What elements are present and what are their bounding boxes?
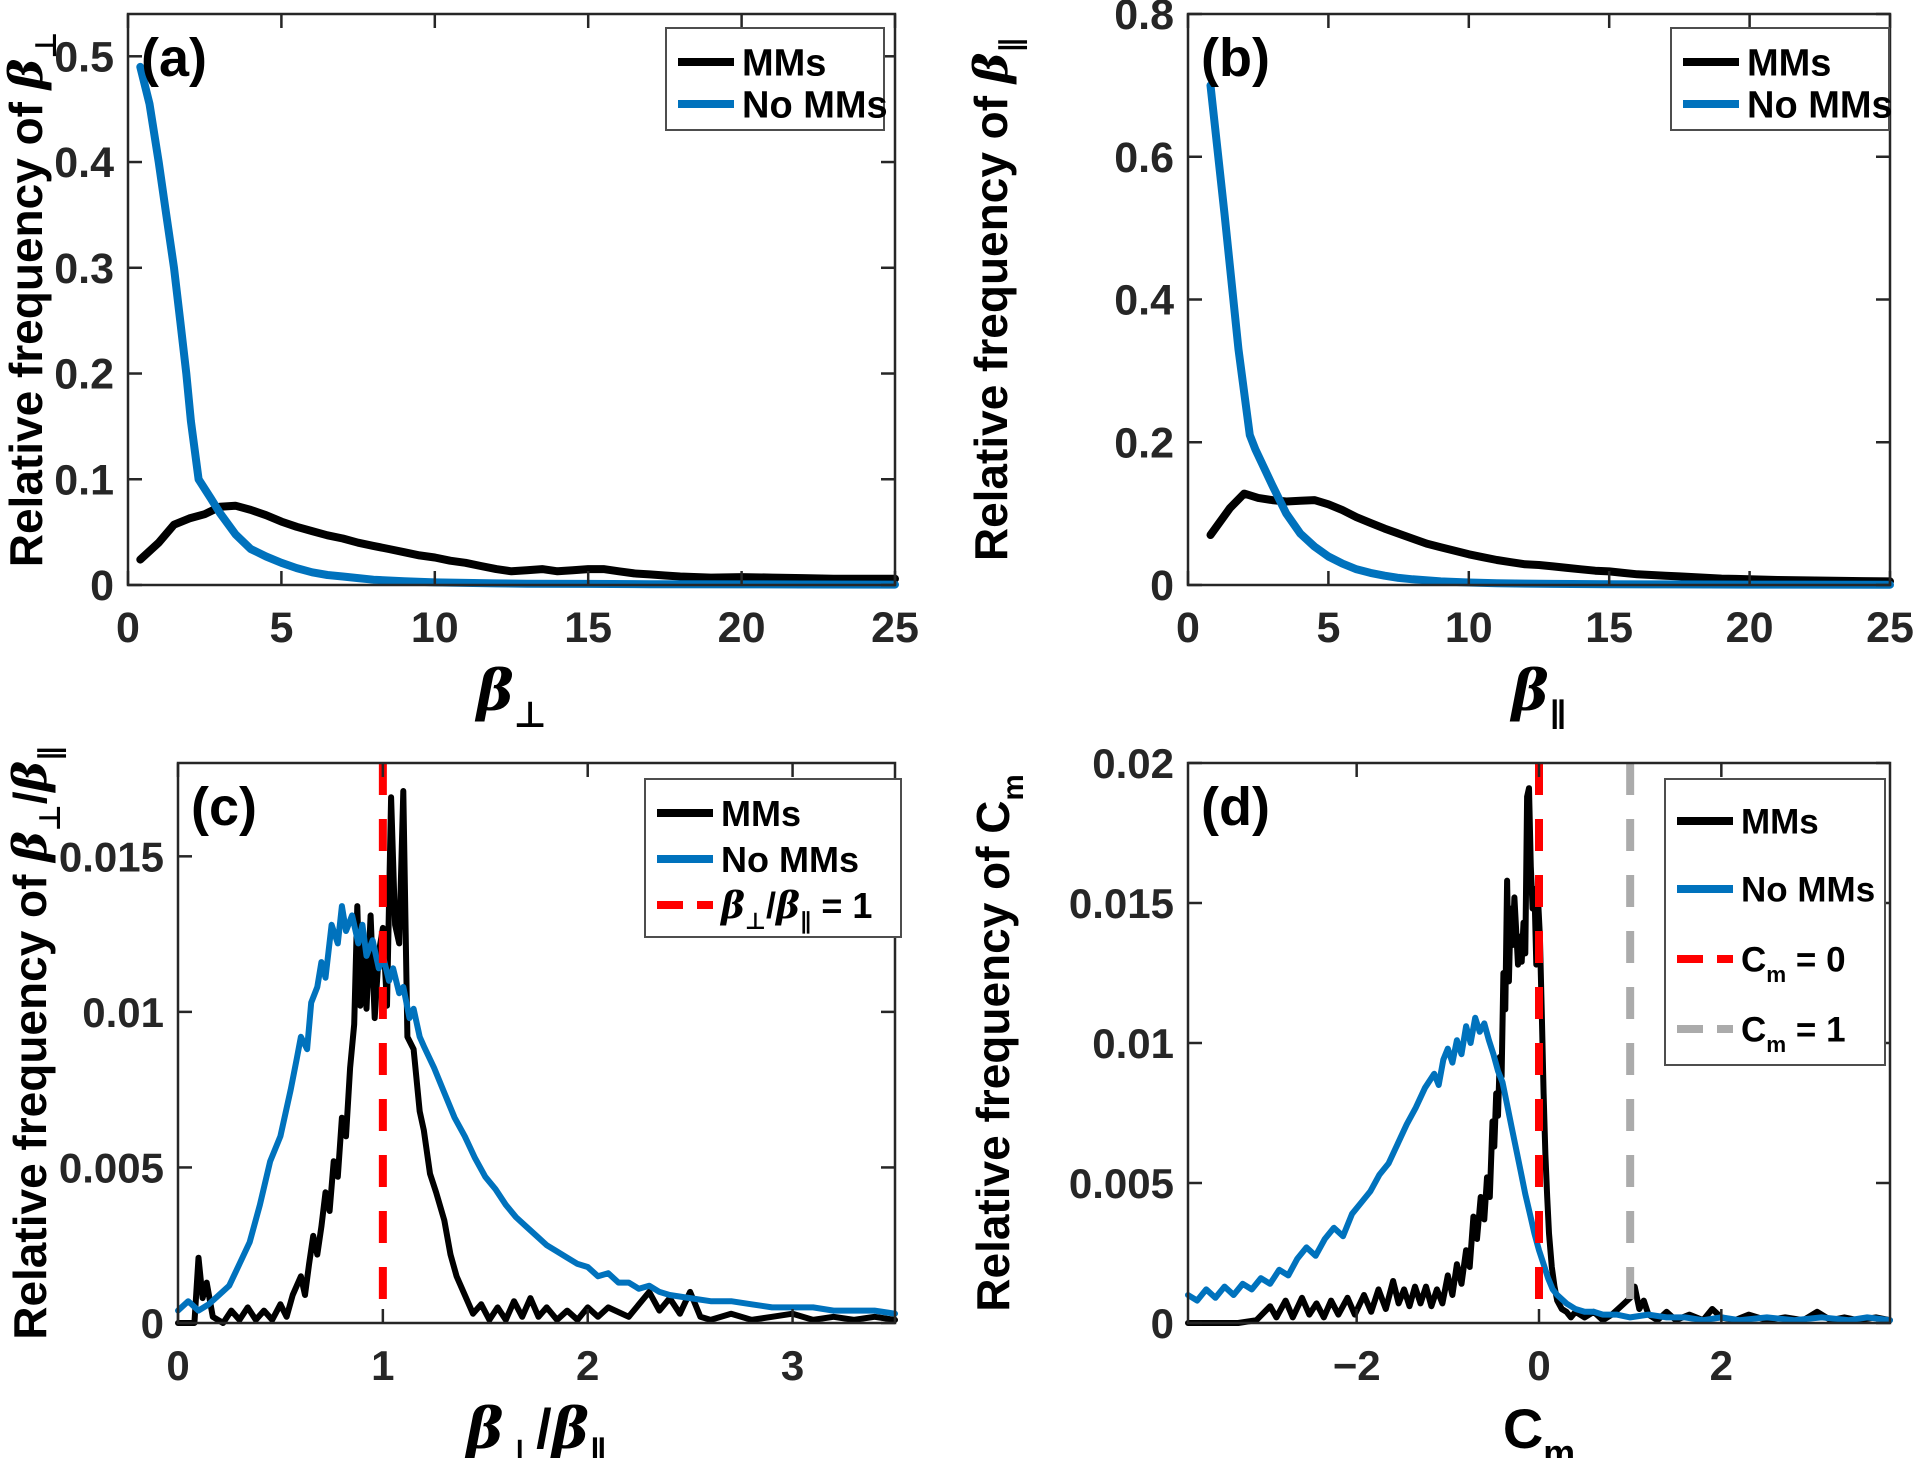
panel-d: −2 0 2 0 0.005 0.01 0.015 0.02 Cm Relative freque… [959,729,1918,1458]
panel-c: 0 1 2 3 0 0.005 0.01 0.015 β⊥/β∥ Relative frequen… [0,729,959,1458]
panel-a-chart: 0 5 10 15 20 25 0 0.1 0.2 0.3 0.4 0.5 β⊥ Relative fre… [0,12,919,729]
series-line-mms [136,501,899,583]
y-tick-label: 0.01 [1092,1020,1174,1067]
x-tick-label: 2 [1710,1342,1733,1389]
panel-b-chart: 0 5 10 15 20 25 0 0.2 0.4 0.6 0.8 β∥ Relative freque… [964,0,1914,729]
y-axis-label: Relative frequency of Cm [967,774,1030,1311]
panel-letter: (c) [191,777,257,837]
panel-c-chart: 0 1 2 3 0 0.005 0.01 0.015 β⊥/β∥ Relative frequen… [3,746,902,1458]
x-tick-label: 10 [1445,604,1493,652]
x-tick-label: 5 [269,604,293,652]
x-tick-label: 5 [1316,604,1340,652]
legend-label-1: No MMs [1747,85,1893,127]
x-tick-label: 15 [564,604,612,652]
legend-label-0: MMs [721,793,801,834]
y-tick-label: 0.015 [59,833,164,880]
legend-box [1664,778,1886,1066]
y-tick-label: 0.01 [82,989,164,1036]
x-tick-label: 15 [1585,604,1633,652]
panel-d-chart: −2 0 2 0 0.005 0.01 0.015 0.02 Cm Relative freque… [967,740,1893,1458]
y-tick-label: 0.2 [54,351,114,399]
y-tick-label: 0.4 [54,139,114,187]
legend-label-0: MMs [1741,803,1819,842]
panel-letter: (b) [1201,28,1270,88]
series-line-no-mms [1185,1014,1893,1324]
y-axis-label: Relative frequency of β∥ [964,38,1028,561]
series-line-mms [175,788,898,1326]
x-tick-label: 25 [1866,604,1914,652]
series-line-mms [1206,489,1894,586]
x-tick-label: 3 [781,1342,804,1389]
y-tick-label: 0.8 [1114,0,1174,39]
panel-letter: (d) [1201,777,1270,837]
panel-letter: (a) [141,28,207,88]
series-line-no-mms [175,903,898,1317]
x-tick-label: 2 [576,1342,599,1389]
x-tick-label: 20 [1726,604,1774,652]
legend-label-1: No MMs [742,85,888,127]
legend-label-2: β⊥/β∥ = 1 [719,885,872,935]
legend-box [665,27,885,131]
x-axis-label: β∥ [1509,658,1566,729]
legend-label-0: MMs [1747,43,1831,85]
y-tick-label: 0 [141,1300,164,1347]
y-tick-label: 0.005 [1069,1160,1174,1207]
y-axis-label-group: Relative frequency of β⊥/β∥ [3,746,67,1340]
legend-label-1: No MMs [1741,871,1875,910]
y-tick-label: 0.005 [59,1144,164,1191]
axes-box [176,761,897,1325]
legend-label-2: Cm = 0 [1741,941,1846,988]
y-axis-label-group: Relative frequency of β⊥ [0,32,63,568]
y-axis-label-group: Relative frequency of β∥ [964,38,1028,561]
series-line-no-mms [1206,81,1894,589]
legend-label-3: Cm = 1 [1741,1011,1846,1058]
x-tick-label: 0 [116,604,140,652]
y-tick-label: 0.6 [1114,134,1174,182]
y-tick-label: 0.02 [1092,740,1174,787]
y-axis-label-group: Relative frequency of Cm [967,774,1030,1311]
x-tick-label: 25 [871,604,919,652]
y-tick-label: 0 [1150,562,1174,610]
x-tick-label: 0 [166,1342,189,1389]
y-tick-label: 0.3 [54,245,114,293]
y-tick-label: 0.1 [54,456,114,504]
legend-box [1670,27,1890,131]
x-tick-label: −2 [1333,1342,1381,1389]
legend-label-0: MMs [742,43,826,85]
y-tick-label: 0.4 [1114,277,1174,325]
y-tick-label: 0.2 [1114,419,1174,467]
panel-b: 0 5 10 15 20 25 0 0.2 0.4 0.6 0.8 β∥ Relative freque… [959,0,1918,729]
series-line-no-mms [136,62,899,589]
y-tick-label: 0.5 [54,33,114,81]
axes-box [126,12,897,587]
x-axis-label: β⊥ [475,658,547,729]
x-tick-label: 10 [411,604,459,652]
y-tick-label: 0 [1151,1300,1174,1347]
x-tick-label: 20 [718,604,766,652]
y-axis-label: Relative frequency of β⊥/β∥ [3,746,67,1340]
x-tick-label: 0 [1527,1342,1550,1389]
y-axis-label: Relative frequency of β⊥ [0,32,63,568]
y-tick-label: 0 [90,562,114,610]
legend-label-1: No MMs [721,839,859,880]
y-tick-label: 0.015 [1069,880,1174,927]
panel-a: 0 5 10 15 20 25 0 0.1 0.2 0.3 0.4 0.5 β⊥ Relative fre… [0,0,959,729]
x-tick-label: 0 [1176,604,1200,652]
x-axis-label: Cm [1503,1397,1575,1458]
x-axis-label: β⊥/β∥ [464,1396,607,1458]
x-tick-label: 1 [371,1342,394,1389]
